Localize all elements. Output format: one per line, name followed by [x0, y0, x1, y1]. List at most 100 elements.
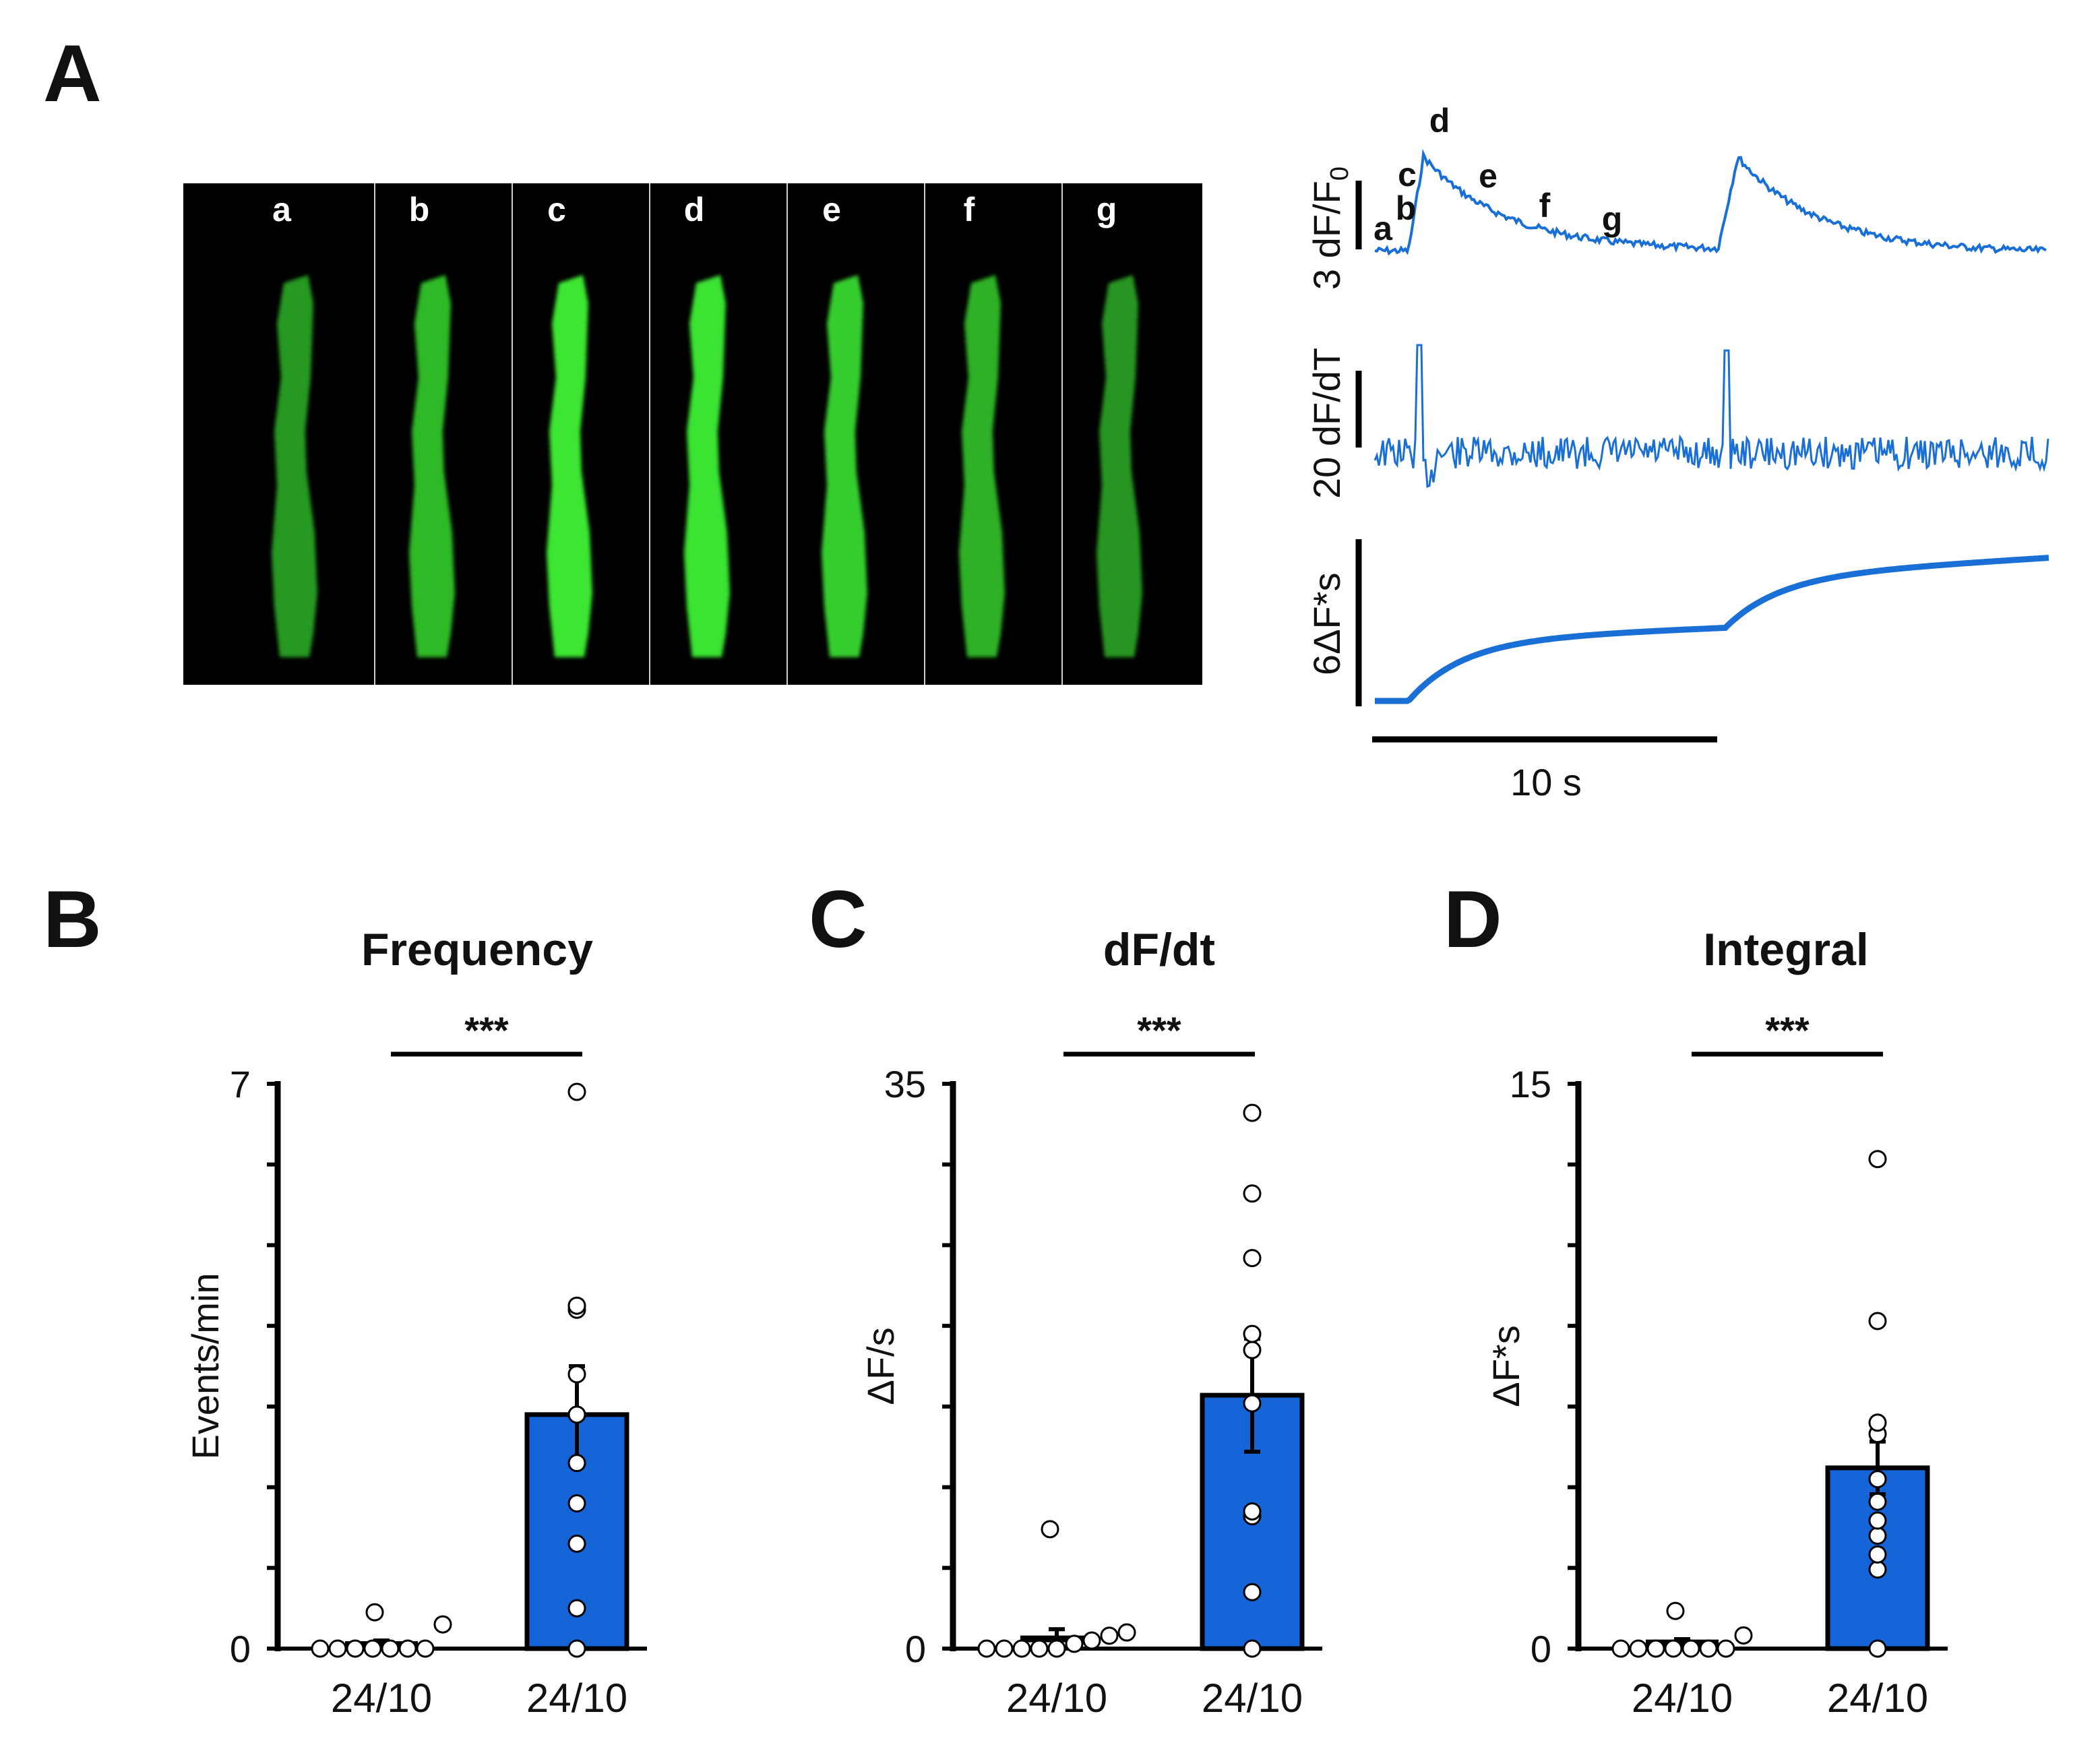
data-point — [1699, 1639, 1718, 1658]
data-point — [1030, 1639, 1049, 1658]
cell-frame-f — [959, 275, 1005, 657]
data-point — [381, 1639, 400, 1658]
data-point — [995, 1639, 1014, 1658]
data-point — [567, 1082, 586, 1101]
derivative-trace — [1373, 344, 2049, 489]
data-point — [1664, 1639, 1683, 1658]
significance-label: *** — [1137, 1009, 1181, 1051]
frame-label-f: f — [964, 191, 975, 228]
trace-letter-c: c — [1398, 156, 1417, 193]
scale-label-time: 10 s — [1510, 761, 1582, 803]
frame-label-a: a — [272, 191, 292, 228]
data-point — [398, 1639, 417, 1658]
panel-letter-a: A — [43, 28, 102, 119]
data-point — [328, 1639, 347, 1658]
category-label: 24/10 — [1827, 1676, 1928, 1721]
data-point — [567, 1365, 586, 1384]
trace-letter-a: a — [1373, 210, 1393, 247]
scale-label-dfdt: 20 dF/dT — [1305, 348, 1348, 499]
data-point — [1868, 1560, 1887, 1579]
data-point — [1012, 1639, 1031, 1658]
trace-letter-g: g — [1602, 200, 1623, 238]
chart-0: Frequency *** 0 7 Events/min 24/10 24/10 — [184, 924, 647, 1721]
y-tick-label: 35 — [884, 1063, 926, 1105]
category-label: 24/10 — [526, 1676, 627, 1721]
chart-title: Integral — [1703, 924, 1869, 975]
data-point — [567, 1639, 586, 1658]
data-point — [567, 1454, 586, 1473]
data-point — [1243, 1103, 1262, 1122]
data-point — [1243, 1341, 1262, 1359]
trace-letter-f: f — [1539, 187, 1551, 224]
y-axis-label: ΔF*s — [1485, 1325, 1527, 1407]
y-axis-label: Events/min — [184, 1273, 226, 1460]
data-point — [1629, 1639, 1648, 1658]
data-point — [1243, 1249, 1262, 1268]
calcium-image-strip: a b c d e f g — [183, 183, 1202, 685]
data-point — [1047, 1639, 1066, 1658]
cell-frame-b — [409, 275, 455, 657]
scale-label-dff0-sub: 0 — [1326, 166, 1354, 181]
data-point — [311, 1639, 330, 1658]
chart-title: dF/dt — [1103, 924, 1215, 975]
frame-label-b: b — [409, 191, 430, 228]
data-point — [1082, 1631, 1101, 1650]
data-point — [977, 1639, 996, 1658]
data-point — [567, 1534, 586, 1553]
trace-letter-d: d — [1429, 102, 1450, 140]
data-point — [1243, 1394, 1262, 1413]
data-point — [1868, 1470, 1887, 1489]
data-point — [1666, 1601, 1685, 1620]
data-point — [1243, 1583, 1262, 1601]
cell-frame-d — [684, 275, 730, 657]
significance-label: *** — [464, 1009, 509, 1051]
data-point — [1868, 1511, 1887, 1530]
scale-label-integral: 6ΔF*s — [1305, 572, 1348, 675]
data-point — [433, 1615, 452, 1634]
scale-label-dff0-main: 3 dF/F — [1305, 181, 1348, 290]
panel-letter-c: C — [809, 874, 867, 964]
frame-label-c: c — [547, 191, 566, 228]
data-point — [1041, 1520, 1059, 1539]
data-point — [1646, 1639, 1665, 1658]
data-point — [1243, 1324, 1262, 1343]
data-point — [1243, 1502, 1262, 1521]
trace-letter-b: b — [1396, 189, 1417, 227]
y-axis-label: ΔF/s — [859, 1327, 902, 1405]
y-tick-label: 0 — [1531, 1628, 1551, 1670]
cell-frame-c — [547, 275, 592, 657]
y-tick-label: 15 — [1510, 1063, 1551, 1105]
frame-label-g: g — [1097, 191, 1117, 228]
chart-2: Integral *** 0 15 ΔF*s 24/10 24/10 — [1485, 924, 1948, 1721]
panel-letter-b: B — [43, 874, 102, 964]
chart-title: Frequency — [361, 924, 593, 975]
data-point — [1243, 1639, 1262, 1658]
cell-frame-e — [822, 275, 867, 657]
data-point — [1717, 1639, 1735, 1658]
cell-frame-a — [272, 275, 317, 657]
data-point — [567, 1494, 586, 1513]
fluorescence-trace — [1374, 148, 2047, 256]
data-point — [1868, 1526, 1887, 1545]
frame-label-e: e — [822, 191, 841, 228]
integral-trace — [1375, 555, 2049, 704]
bar-charts: Frequency *** 0 7 Events/min 24/10 24/10 dF/dt *… — [184, 924, 1948, 1721]
data-point — [1065, 1634, 1084, 1653]
data-point — [1243, 1184, 1262, 1203]
data-point — [567, 1599, 586, 1618]
y-tick-label: 0 — [905, 1628, 926, 1670]
data-point — [1681, 1639, 1700, 1658]
chart-1: dF/dt *** 0 35 ΔF/s 24/10 24/10 — [859, 924, 1322, 1721]
category-label: 24/10 — [1202, 1676, 1303, 1721]
data-point — [1100, 1626, 1119, 1645]
frame-label-d: d — [684, 191, 705, 228]
data-point — [1734, 1626, 1753, 1645]
data-point — [567, 1296, 586, 1315]
y-tick-label: 0 — [230, 1628, 251, 1670]
data-point — [1868, 1150, 1887, 1169]
data-point — [363, 1639, 382, 1658]
data-point — [1868, 1413, 1887, 1432]
scale-label-dff0: 3 dF/F0 — [1305, 166, 1354, 290]
